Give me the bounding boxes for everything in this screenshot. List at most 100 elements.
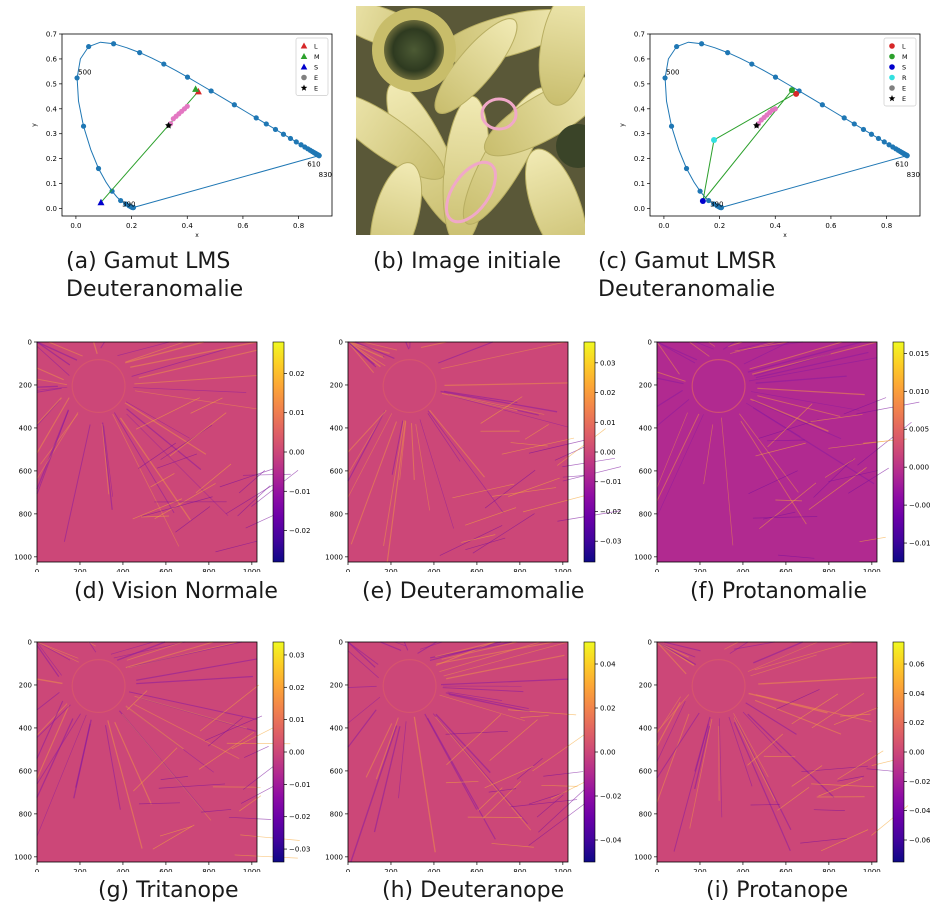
texture-stroke bbox=[347, 641, 376, 668]
colorbar bbox=[272, 641, 285, 863]
x-tick-label: 200 bbox=[384, 568, 397, 572]
texture-stroke bbox=[36, 367, 64, 381]
texture-stroke bbox=[104, 725, 121, 810]
locus-point bbox=[711, 201, 717, 207]
texture-stroke bbox=[446, 714, 502, 766]
texture-stroke bbox=[742, 711, 782, 754]
colorbar bbox=[892, 341, 905, 563]
locus-point bbox=[668, 123, 675, 129]
heatmap-background bbox=[37, 642, 257, 862]
locus-label: 390 bbox=[122, 200, 135, 208]
flower-center-contour bbox=[382, 359, 437, 413]
texture-stroke bbox=[739, 341, 804, 351]
texture-stroke bbox=[762, 511, 796, 520]
flower-center-contour bbox=[71, 659, 126, 713]
texture-stroke bbox=[403, 641, 409, 651]
texture-stroke bbox=[491, 843, 534, 848]
y-tick-label: 600 bbox=[330, 467, 343, 475]
texture-stroke bbox=[733, 641, 775, 650]
texture-stroke bbox=[694, 725, 711, 790]
colorbar-tick-label: −0.03 bbox=[600, 538, 621, 546]
texture-stroke bbox=[107, 720, 143, 849]
texture-stroke bbox=[775, 689, 820, 710]
y-tick-label: 400 bbox=[330, 724, 343, 732]
texture-stroke bbox=[380, 641, 402, 651]
locus-point bbox=[293, 139, 299, 145]
y-tick-label: 0.0 bbox=[46, 205, 57, 213]
x-tick-label: 0 bbox=[346, 568, 350, 572]
colorbar-tick-label: 0.01 bbox=[289, 409, 305, 417]
texture-stroke bbox=[36, 412, 79, 479]
heatmap-protanope: 0 200 400 600 800 1000 0 200 400 600 800 1000 0.06 0.… bbox=[634, 639, 930, 877]
texture-stroke bbox=[673, 723, 709, 852]
texture-stroke bbox=[754, 641, 853, 671]
x-tick-label: 600 bbox=[159, 568, 172, 572]
heatmap-background bbox=[657, 642, 877, 862]
texture-stroke bbox=[75, 723, 91, 788]
texture-stroke bbox=[813, 458, 854, 498]
locus-point bbox=[772, 74, 779, 80]
locus-point bbox=[749, 61, 755, 67]
texture-stroke bbox=[528, 803, 585, 846]
texture-stroke bbox=[399, 421, 407, 480]
colorbar-tick-label: 0.010 bbox=[909, 388, 929, 396]
texture-stroke bbox=[240, 834, 300, 841]
x-axis-label: x bbox=[783, 232, 787, 239]
texture-stroke bbox=[439, 641, 541, 673]
texture-stroke bbox=[753, 353, 831, 377]
x-tick-label: 800 bbox=[202, 868, 215, 872]
y-tick-label: 0.0 bbox=[634, 205, 645, 213]
texture-stroke bbox=[36, 641, 79, 663]
texture-stroke bbox=[114, 721, 152, 805]
texture-stroke bbox=[417, 641, 437, 654]
legend-marker bbox=[889, 53, 895, 60]
locus-point bbox=[881, 139, 887, 145]
texture-stroke bbox=[169, 412, 227, 457]
legend-box bbox=[883, 37, 917, 107]
heatmap-frame bbox=[656, 341, 878, 563]
texture-stroke bbox=[656, 712, 700, 779]
texture-stroke bbox=[754, 699, 842, 735]
y-tick-label: 0.7 bbox=[634, 31, 645, 39]
texture-stroke bbox=[461, 534, 496, 543]
heatmap-i: 0 200 400 600 800 1000 0 200 400 600 800 1000 0.06 0.… bbox=[620, 632, 930, 877]
texture-stroke bbox=[245, 515, 274, 529]
x-tick-label: 0 bbox=[655, 568, 659, 572]
heatmap-tritanope: 0 200 400 600 800 1000 0 200 400 600 800 1000 0.03 0.… bbox=[14, 639, 310, 877]
caption-i: (i) Protanope bbox=[706, 878, 849, 903]
texture-stroke bbox=[752, 516, 818, 519]
legend-marker bbox=[301, 74, 307, 81]
texture-stroke bbox=[719, 718, 723, 818]
y-tick-label: 800 bbox=[19, 510, 32, 518]
texture-stroke bbox=[204, 715, 263, 741]
locus-point bbox=[662, 75, 668, 81]
y-tick-label: 400 bbox=[19, 724, 32, 732]
legend-marker bbox=[888, 95, 896, 102]
texture-stroke bbox=[195, 463, 232, 494]
locus-point bbox=[819, 102, 825, 108]
texture-stroke bbox=[36, 387, 62, 393]
texture-stroke bbox=[656, 702, 681, 747]
heatmap-frame bbox=[36, 341, 258, 563]
colorbar-tick-label: 0.03 bbox=[600, 359, 616, 367]
legend-marker bbox=[300, 53, 308, 59]
texture-stroke bbox=[695, 341, 714, 350]
texture-stroke bbox=[134, 375, 258, 385]
y-tick-label: 0.3 bbox=[46, 130, 57, 138]
locus-point bbox=[109, 188, 115, 194]
texture-stroke bbox=[438, 341, 494, 364]
texture-stroke bbox=[375, 717, 399, 780]
texture-stroke bbox=[703, 424, 714, 485]
texture-stroke bbox=[763, 755, 796, 758]
texture-stroke bbox=[419, 419, 454, 529]
colorbar-tick-label: 0.04 bbox=[600, 661, 616, 669]
texture-stroke bbox=[656, 713, 690, 803]
flower-center-contour bbox=[71, 359, 126, 413]
colorbar-tick-label: 0.015 bbox=[909, 350, 929, 358]
texture-stroke bbox=[435, 713, 491, 774]
heatmap-image bbox=[36, 641, 300, 862]
texture-stroke bbox=[125, 341, 205, 364]
locus-point bbox=[298, 142, 304, 148]
legend-label: L bbox=[902, 43, 906, 51]
x-tick-label: 0.2 bbox=[126, 222, 137, 230]
